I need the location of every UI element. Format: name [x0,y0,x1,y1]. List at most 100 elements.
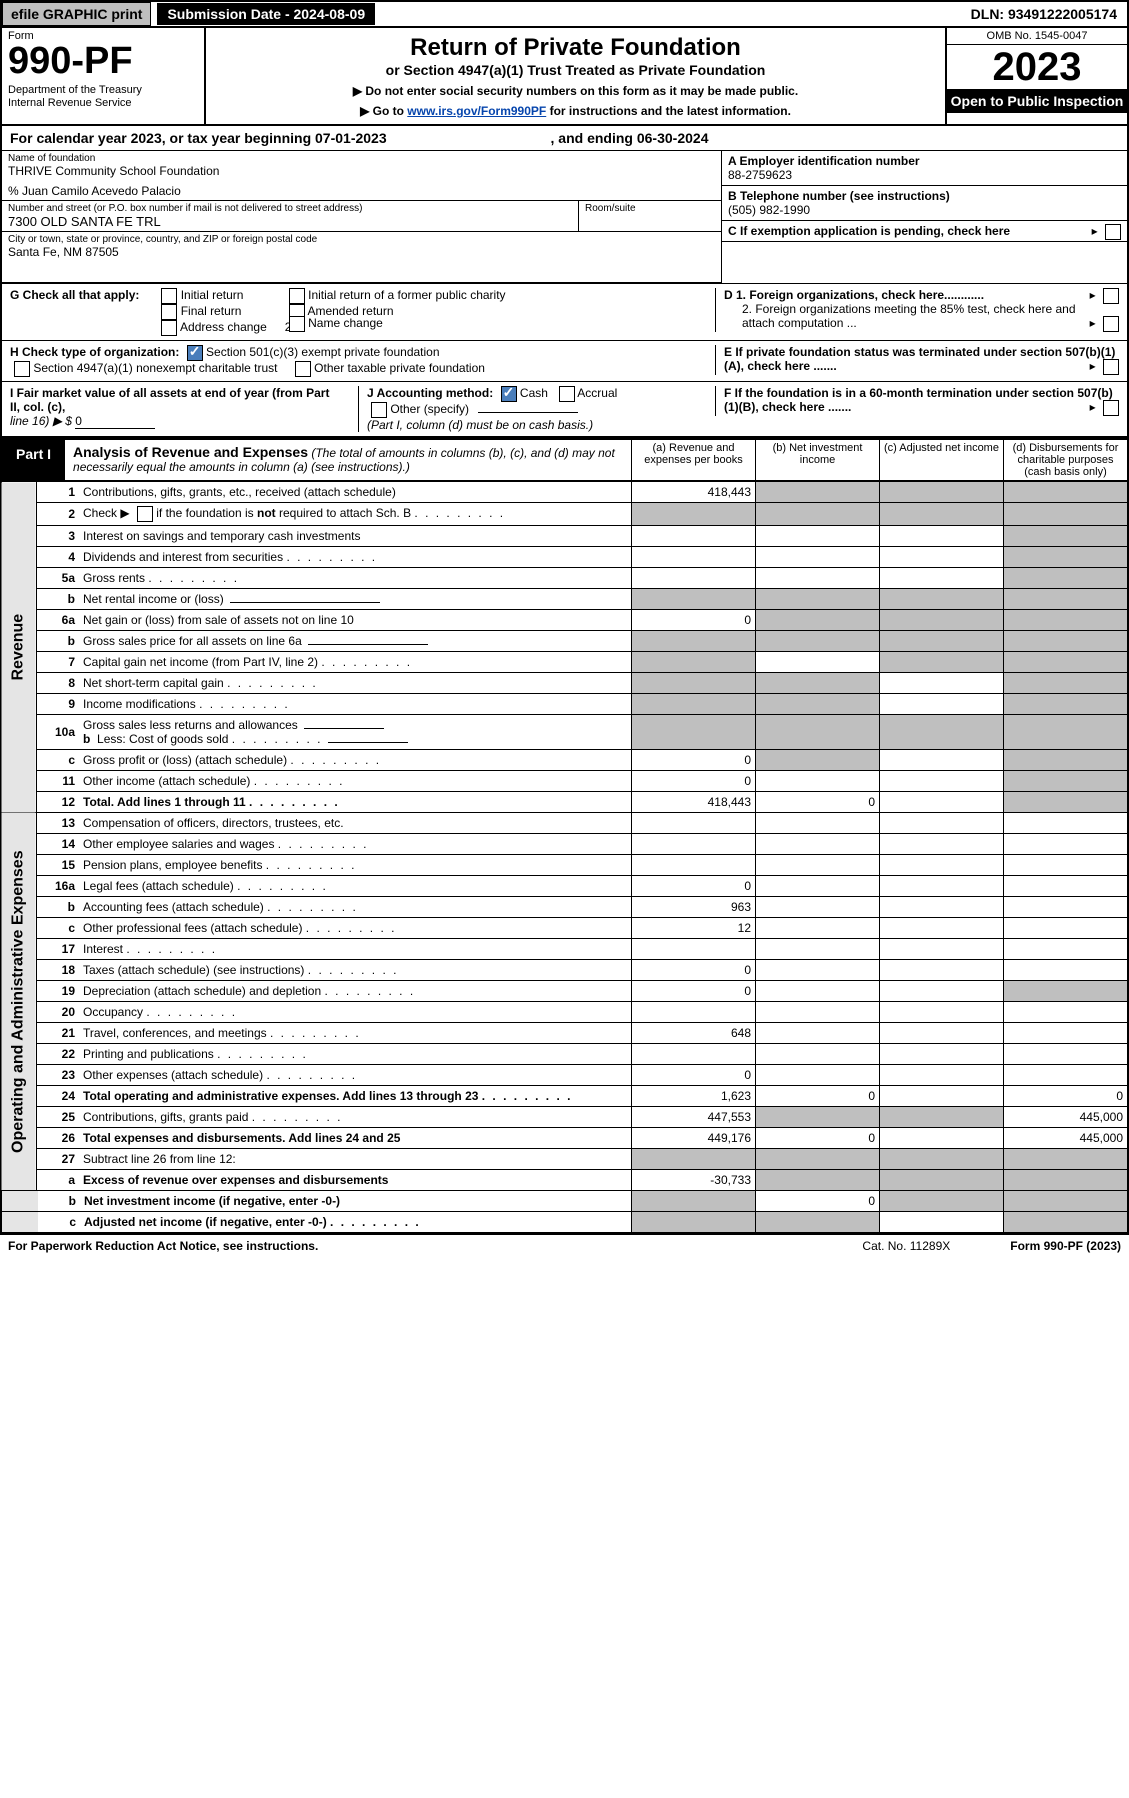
table-row: 21Travel, conferences, and meetings 648 [1,1023,1128,1044]
cal-end: , and ending 06-30-2024 [551,130,709,146]
table-row: 11Other income (attach schedule) 0 [1,771,1128,792]
cell-a: 648 [632,1023,756,1044]
row-num: 1 [37,482,80,503]
row-num: 24 [37,1086,80,1107]
chk-initial-former[interactable] [289,288,305,304]
chk-address[interactable] [161,320,177,336]
form-number: 990-PF [8,42,198,80]
cell-d: 445,000 [1004,1128,1129,1149]
row-desc: Interest on savings and temporary cash i… [79,526,632,547]
chk-accrual[interactable] [559,386,575,402]
row-desc: Total. Add lines 1 through 11 [83,795,246,809]
row-desc: Other employee salaries and wages [83,837,274,851]
table-row: 16aLegal fees (attach schedule) 0 [1,876,1128,897]
dln: DLN: 93491222005174 [961,3,1127,25]
d2-text: 2. Foreign organizations meeting the 85%… [742,302,1076,330]
j-label: J Accounting method: [367,386,493,400]
row-desc: Taxes (attach schedule) (see instruction… [83,963,304,977]
form-header: Form 990-PF Department of the Treasury I… [0,28,1129,126]
row-num: 18 [37,960,80,981]
table-row: 20Occupancy [1,1002,1128,1023]
phone-block: B Telephone number (see instructions) (5… [722,186,1127,221]
row-num: b [37,897,80,918]
e-checkbox[interactable] [1103,359,1119,375]
row-desc: Contributions, gifts, grants, etc., rece… [79,482,632,503]
row-desc: Other professional fees (attach schedule… [83,921,302,935]
section-g: G Check all that apply: Initial return F… [0,283,1129,341]
i-note: (Part I, column (d) must be on cash basi… [367,418,593,432]
ein-value: 88-2759623 [728,168,1121,182]
city-state-zip: Santa Fe, NM 87505 [8,245,715,259]
f-checkbox[interactable] [1103,400,1119,416]
d2-checkbox[interactable] [1103,316,1119,332]
row-num: 17 [37,939,80,960]
c-checkbox[interactable] [1105,224,1121,240]
note2-post: for instructions and the latest informat… [550,104,791,118]
row-num: c [37,918,80,939]
row-num: 15 [37,855,80,876]
row-desc: Legal fees (attach schedule) [83,879,234,893]
cell-b: 0 [756,1191,880,1212]
efile-button[interactable]: efile GRAPHIC print [2,2,151,26]
side-revenue: Revenue [1,482,37,813]
table-row: cAdjusted net income (if negative, enter… [1,1212,1128,1234]
row-desc: Gross sales less returns and allowances [83,718,298,732]
header-left: Form 990-PF Department of the Treasury I… [2,28,206,124]
cell-a: 0 [632,1065,756,1086]
name-label: Name of foundation [8,153,715,164]
cell-d: 445,000 [1004,1107,1129,1128]
cell-a: 963 [632,897,756,918]
chk-4947[interactable] [14,361,30,377]
page-footer: For Paperwork Reduction Act Notice, see … [0,1234,1129,1257]
d1-checkbox[interactable] [1103,288,1119,304]
row-desc: Adjusted net income (if negative, enter … [84,1215,327,1229]
row-num: 4 [37,547,80,568]
chk-other-acct[interactable] [371,402,387,418]
footer-form: Form 990-PF (2023) [1010,1239,1121,1253]
cell-a: 449,176 [632,1128,756,1149]
city-block: City or town, state or province, country… [2,232,721,283]
table-row: bAccounting fees (attach schedule) 963 [1,897,1128,918]
row-desc: Net gain or (loss) from sale of assets n… [79,610,632,631]
table-row: 19Depreciation (attach schedule) and dep… [1,981,1128,1002]
row-num: c [37,750,80,771]
address-block: Number and street (or P.O. box number if… [2,201,579,231]
chk-initial[interactable] [161,288,177,304]
row-num: 3 [37,526,80,547]
table-row: 18Taxes (attach schedule) (see instructi… [1,960,1128,981]
chk-other-tax[interactable] [295,361,311,377]
cell-a: 0 [632,771,756,792]
header-right: OMB No. 1545-0047 2023 Open to Public In… [945,28,1127,124]
footer-cat: Cat. No. 11289X [862,1239,950,1253]
instructions-link[interactable]: www.irs.gov/Form990PF [407,104,546,118]
chk-501c3[interactable] [187,345,203,361]
chk-schb[interactable] [137,506,153,522]
row-num: 8 [37,673,80,694]
lbl-initial-former: Initial return of a former public charit… [308,288,505,302]
chk-cash[interactable] [501,386,517,402]
lbl-name: Name change [308,316,383,330]
row-desc: Net investment income (if negative, ente… [84,1194,340,1208]
table-row: 24Total operating and administrative exp… [1,1086,1128,1107]
name-block: Name of foundation THRIVE Community Scho… [2,151,721,201]
row-num: 6a [37,610,80,631]
calendar-year-row: For calendar year 2023, or tax year begi… [0,126,1129,151]
row-num: 20 [37,1002,80,1023]
lbl-other-acct: Other (specify) [390,402,469,416]
row-num: 14 [37,834,80,855]
row-desc: Other income (attach schedule) [83,774,250,788]
row-desc: Compensation of officers, directors, tru… [79,813,632,834]
cell-b: 0 [756,1128,880,1149]
side-expenses: Operating and Administrative Expenses [1,813,37,1191]
table-row: 14Other employee salaries and wages [1,834,1128,855]
row-num: 23 [37,1065,80,1086]
d1-text: D 1. Foreign organizations, check here..… [724,288,984,302]
row-desc: Gross profit or (loss) (attach schedule) [83,753,287,767]
table-row: 22Printing and publications [1,1044,1128,1065]
table-row: 27Subtract line 26 from line 12: [1,1149,1128,1170]
chk-name[interactable] [289,316,305,332]
top-bar: efile GRAPHIC print Submission Date - 20… [0,0,1129,28]
cell-b: 0 [756,1086,880,1107]
chk-final[interactable] [161,304,177,320]
row-num: b [37,631,80,652]
